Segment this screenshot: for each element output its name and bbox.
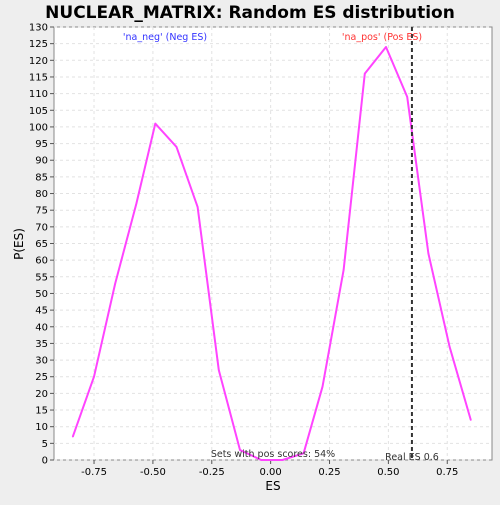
x-tick-label: -0.25 (199, 467, 225, 478)
y-tick-label: 60 (35, 256, 48, 267)
y-tick-label: 40 (35, 322, 48, 333)
x-tick-label: 0.25 (318, 467, 340, 478)
y-tick-label: 45 (35, 306, 48, 317)
data-point (406, 96, 408, 98)
y-tick-label: 25 (35, 372, 48, 383)
y-tick-label: 115 (29, 72, 48, 83)
y-tick-label: 30 (35, 356, 48, 367)
real-es-label: Real ES 0.6 (385, 452, 439, 463)
y-tick-label: 5 (42, 439, 48, 450)
x-tick-label: 0.00 (260, 467, 282, 478)
y-tick-label: 90 (35, 156, 48, 167)
x-tick-label: -0.50 (140, 467, 166, 478)
data-point (343, 269, 345, 271)
data-point (218, 369, 220, 371)
data-point (470, 419, 472, 421)
data-point (154, 123, 156, 125)
data-point (176, 146, 178, 148)
data-point (114, 283, 116, 285)
y-tick-label: 95 (35, 139, 48, 150)
chart-title: NUCLEAR_MATRIX: Random ES distribution (45, 3, 455, 23)
y-tick-label: 85 (35, 172, 48, 183)
data-point (72, 436, 74, 438)
y-tick-label: 80 (35, 189, 48, 200)
x-tick-label: 0.75 (436, 467, 458, 478)
y-tick-label: 50 (35, 289, 48, 300)
y-axis-label: P(ES) (12, 228, 26, 260)
x-axis-label: ES (265, 479, 280, 493)
data-point (136, 203, 138, 205)
data-point (197, 206, 199, 208)
data-point (449, 346, 451, 348)
y-tick-label: 110 (29, 89, 48, 100)
y-tick-label: 65 (35, 239, 48, 250)
y-tick-label: 100 (29, 122, 48, 133)
y-tick-label: 120 (29, 56, 48, 67)
y-tick-label: 10 (35, 422, 48, 433)
data-point (364, 73, 366, 75)
y-tick-label: 20 (35, 389, 48, 400)
y-tick-label: 75 (35, 206, 48, 217)
y-tick-label: 125 (29, 39, 48, 50)
data-point (93, 376, 95, 378)
x-tick-label: -0.75 (81, 467, 107, 478)
x-tick-label: 0.50 (377, 467, 399, 478)
y-tick-label: 130 (29, 23, 48, 34)
data-point (322, 386, 324, 388)
y-tick-label: 55 (35, 272, 48, 283)
y-tick-label: 35 (35, 339, 48, 350)
y-tick-label: 105 (29, 106, 48, 117)
pos-es-label: 'na_pos' (Pos ES) (342, 32, 422, 43)
pos-scores-label: Sets with pos scores: 54% (211, 449, 335, 460)
y-tick-label: 15 (35, 406, 48, 417)
neg-es-label: 'na_neg' (Neg ES) (123, 32, 207, 43)
data-point (428, 253, 430, 255)
y-tick-label: 0 (42, 456, 48, 467)
y-tick-label: 70 (35, 222, 48, 233)
data-point (385, 46, 387, 48)
